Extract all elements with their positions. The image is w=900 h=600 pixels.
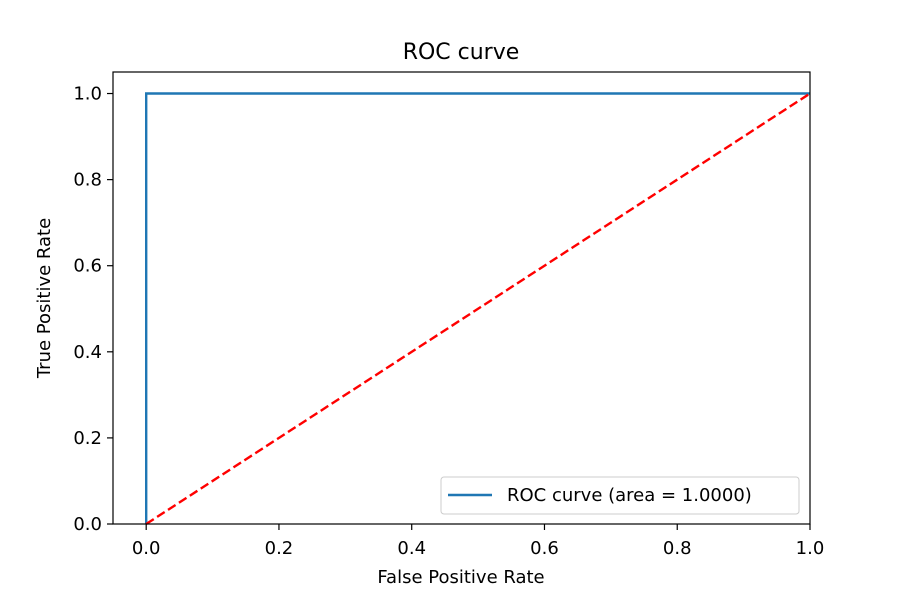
y-tick-label: 0.0 xyxy=(73,514,102,535)
y-axis: 0.0 0.2 0.4 0.6 0.8 1.0 xyxy=(73,84,113,535)
legend-label: ROC curve (area = 1.0000) xyxy=(507,485,752,506)
legend: ROC curve (area = 1.0000) xyxy=(440,476,800,515)
y-axis-label: True Positive Rate xyxy=(34,218,55,379)
y-tick-label: 0.2 xyxy=(73,428,102,449)
y-tick-label: 0.4 xyxy=(73,342,102,363)
plot-frame xyxy=(112,71,811,525)
y-tick-label: 0.6 xyxy=(73,256,102,277)
x-axis: 0.0 0.2 0.4 0.6 0.8 1.0 xyxy=(132,524,824,559)
x-axis-label: False Positive Rate xyxy=(377,567,544,588)
x-tick-label: 0.6 xyxy=(530,538,559,559)
series-line-chance xyxy=(145,92,811,526)
x-tick-label: 1.0 xyxy=(796,538,825,559)
y-tick-label: 1.0 xyxy=(73,84,102,105)
chart-title: ROC curve xyxy=(403,40,520,65)
y-tick-label: 0.8 xyxy=(73,170,102,191)
x-tick-label: 0.0 xyxy=(132,538,161,559)
x-tick-label: 0.2 xyxy=(265,538,294,559)
plot-area xyxy=(113,72,810,524)
legend-box xyxy=(440,476,800,515)
series-layer xyxy=(145,92,811,526)
series-line-roc-curve-area-1-0000 xyxy=(145,92,810,524)
x-tick-label: 0.8 xyxy=(663,538,692,559)
x-tick-label: 0.4 xyxy=(397,538,426,559)
